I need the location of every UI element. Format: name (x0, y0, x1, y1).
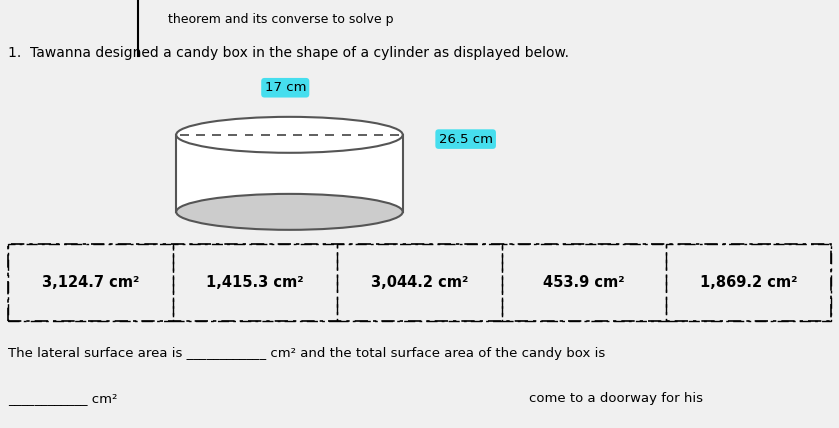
Text: 1.  Tawanna designed a candy box in the shape of a cylinder as displayed below.: 1. Tawanna designed a candy box in the s… (8, 47, 570, 60)
Ellipse shape (176, 194, 403, 230)
Text: ____________ cm²: ____________ cm² (8, 392, 117, 404)
Text: The lateral surface area is ____________ cm² and the total surface area of the c: The lateral surface area is ____________… (8, 347, 606, 360)
Text: come to a doorway for his: come to a doorway for his (529, 392, 702, 404)
Ellipse shape (176, 117, 403, 153)
Text: theorem and its converse to solve p: theorem and its converse to solve p (168, 13, 393, 26)
Text: 3,044.2 cm²: 3,044.2 cm² (371, 275, 468, 290)
Text: 26.5 cm: 26.5 cm (439, 133, 492, 146)
Polygon shape (176, 135, 403, 212)
Text: 1,869.2 cm²: 1,869.2 cm² (700, 275, 797, 290)
Text: 453.9 cm²: 453.9 cm² (543, 275, 625, 290)
Text: 3,124.7 cm²: 3,124.7 cm² (42, 275, 139, 290)
Text: 17 cm: 17 cm (264, 81, 306, 94)
Text: 1,415.3 cm²: 1,415.3 cm² (206, 275, 304, 290)
